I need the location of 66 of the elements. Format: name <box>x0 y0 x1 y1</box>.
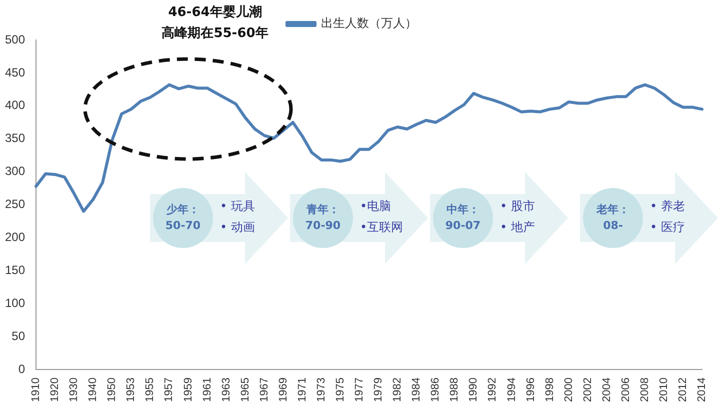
x-tick-label: 1998 <box>544 378 556 402</box>
x-tick-label: 1973 <box>315 378 328 402</box>
x-tick-label: 1961 <box>201 378 214 402</box>
x-tick-label: 2006 <box>620 378 632 402</box>
text: 46-64年婴儿潮 <box>167 4 263 22</box>
x-tick-label: 1953 <box>125 378 138 402</box>
annotation: 青年： <box>306 203 340 216</box>
x-tick-label: 1920 <box>49 378 62 402</box>
x-tick-label: 1910 <box>30 378 42 402</box>
annotation: • 动画 <box>220 219 255 236</box>
x-tick-label: 1994 <box>506 378 518 402</box>
y-tick-label: 200 <box>4 230 26 244</box>
x-tick-label: 2004 <box>600 378 613 402</box>
x-tick-label: 2012 <box>677 378 690 402</box>
x-tick-label: 1988 <box>448 378 461 402</box>
annotation: • 医疗 <box>650 219 685 236</box>
annotation: • 养老 <box>650 198 685 215</box>
annotation: 50-70 <box>165 219 201 232</box>
x-tick-label: 1971 <box>296 378 308 402</box>
x-tick-label: 1992 <box>486 378 499 402</box>
annotation: 90-07 <box>445 219 481 232</box>
annotation: 70-90 <box>305 219 341 232</box>
x-tick-label: 1982 <box>392 378 404 402</box>
x-tick-label: 2000 <box>562 378 575 402</box>
annotation: • 地产 <box>500 219 535 236</box>
annotation: • 玩具 <box>220 198 255 215</box>
x-tick-label: 1996 <box>524 378 537 402</box>
y-tick-label: 150 <box>4 262 26 277</box>
annotation: 老年： <box>596 203 630 216</box>
annotation: •互联网 <box>360 219 404 236</box>
annotation: 少年： <box>166 203 200 216</box>
x-tick-label: 1984 <box>410 378 423 402</box>
x-tick-label: 1963 <box>220 378 232 402</box>
annotation: 08- <box>603 219 623 232</box>
annotation: • 股市 <box>500 198 535 215</box>
y-tick-label: 300 <box>4 164 26 178</box>
x-tick-label: 1957 <box>163 378 176 402</box>
x-tick-label: 1986 <box>430 378 442 402</box>
x-tick-label: 1965 <box>239 378 252 402</box>
y-tick-label: 350 <box>4 131 26 146</box>
x-tick-label: 1959 <box>182 378 194 402</box>
x-tick-label: 1990 <box>468 378 480 402</box>
x-tick-label: 1930 <box>68 378 80 402</box>
x-tick-label: 2008 <box>638 378 651 402</box>
legend-label: 出生人数（万人） <box>321 16 417 30</box>
x-tick-label: 1979 <box>372 378 385 402</box>
y-tick-label: 250 <box>4 197 26 212</box>
x-tick-label: 1969 <box>277 378 290 402</box>
annotation: •电脑 <box>360 198 392 215</box>
y-tick-label: 50 <box>12 328 26 343</box>
annotation: 中年： <box>446 203 480 216</box>
y-tick-label: 450 <box>4 65 26 80</box>
x-tick-label: 1940 <box>87 378 100 402</box>
x-tick-label: 2014 <box>696 378 708 402</box>
y-tick-label: 500 <box>4 32 26 46</box>
x-tick-label: 1977 <box>354 378 366 402</box>
x-tick-label: 2010 <box>658 378 670 402</box>
y-tick-label: 400 <box>4 98 26 112</box>
y-tick-label: 0 <box>18 362 26 376</box>
annotation: 高峰期在55-60年 <box>160 24 270 43</box>
x-tick-label: 1955 <box>144 378 156 402</box>
x-tick-label: 1950 <box>106 378 118 402</box>
x-tick-label: 1967 <box>258 378 270 402</box>
x-tick-label: 1975 <box>334 378 346 402</box>
x-tick-label: 2002 <box>582 378 594 402</box>
y-tick-label: 100 <box>4 296 26 310</box>
